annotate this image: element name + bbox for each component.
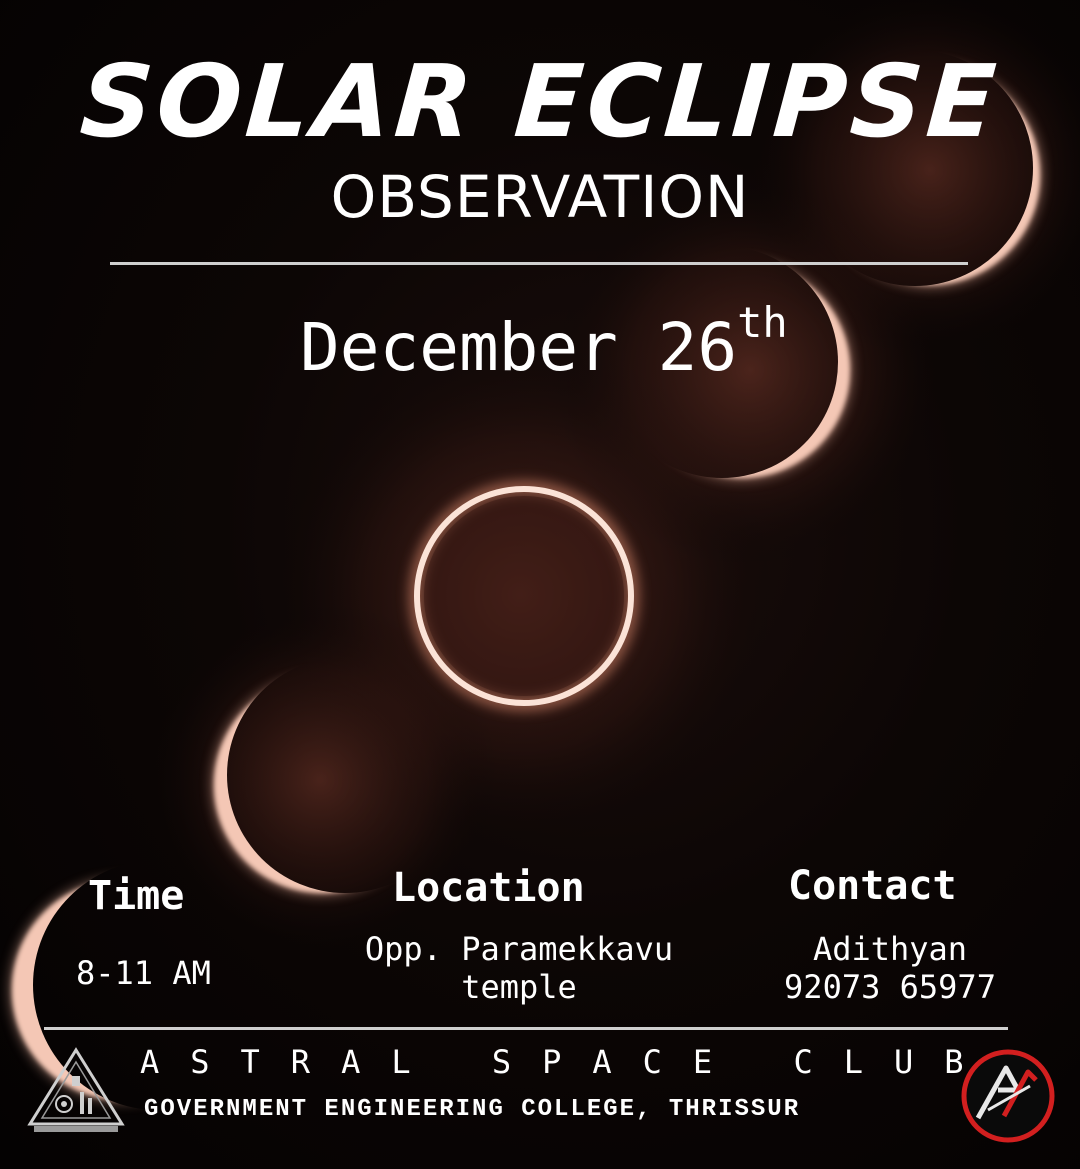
poster-title: SOLAR ECLIPSE — [76, 43, 1004, 160]
contact-value: Adithyan 92073 65977 — [770, 930, 1010, 1007]
eclipse-phase-crescent-1 — [818, 63, 1042, 287]
eclipse-phase-crescent-2 — [632, 260, 852, 480]
time-label: Time — [88, 873, 185, 919]
time-value: 8-11 AM — [76, 954, 211, 992]
eclipse-phase-crescent-4 — [10, 878, 234, 1102]
college-name: GOVERNMENT ENGINEERING COLLEGE, THRISSUR — [144, 1096, 801, 1123]
location-line-1: Opp. Paramekkavu — [364, 930, 674, 968]
contact-label: Contact — [788, 863, 957, 909]
top-divider — [110, 262, 968, 265]
contact-phone: 92073 65977 — [784, 968, 996, 1007]
poster-subtitle: OBSERVATION — [330, 163, 750, 231]
college-emblem-icon — [27, 1047, 125, 1132]
location-value: Opp. Paramekkavu temple — [346, 930, 692, 1007]
event-date: December 26th — [300, 302, 788, 381]
location-label: Location — [392, 865, 585, 911]
eclipse-phase-annular-ring — [409, 481, 639, 711]
bottom-divider — [44, 1027, 1008, 1030]
event-date-main: December 26 — [300, 309, 738, 386]
event-date-suffix: th — [737, 298, 788, 347]
contact-name: Adithyan — [812, 930, 968, 968]
location-line-2: temple — [461, 968, 577, 1007]
club-name: ASTRAL SPACE CLUB — [140, 1043, 995, 1081]
eclipse-phase-crescent-3 — [212, 675, 432, 895]
astral-club-logo-icon — [961, 1049, 1055, 1143]
